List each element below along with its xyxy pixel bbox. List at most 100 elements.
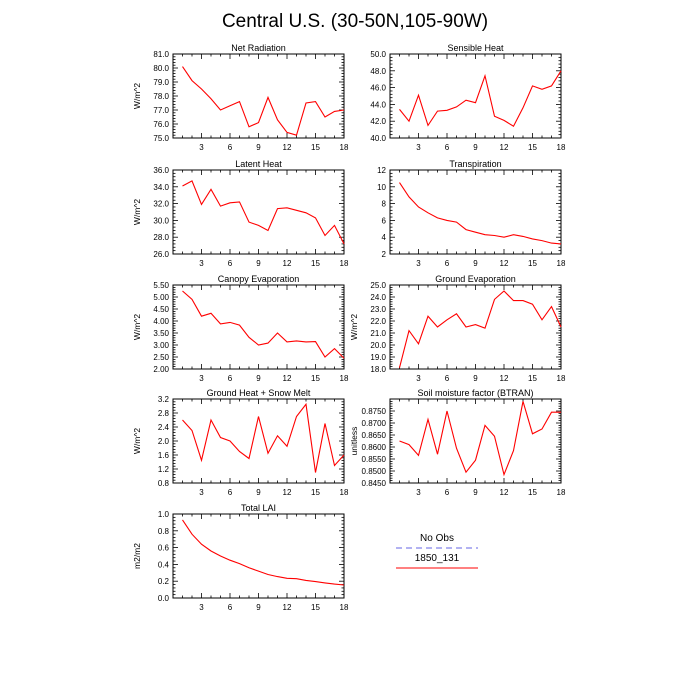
plot-frame [389, 398, 562, 484]
panel-7: Soil moisture factor (BTRAN) 3 6 9 12 15 18 0.8… [349, 388, 566, 497]
y-tick-label: 26.0 [153, 250, 169, 259]
x-tick-label: 12 [283, 603, 292, 612]
x-tick-label: 6 [228, 143, 233, 152]
panel-1: Sensible Heat 3 6 9 12 15 18 40.0 42.0 44.0 46.0 48… [370, 43, 566, 152]
y-tick-label: 3.00 [153, 341, 169, 350]
x-tick-label: 18 [340, 603, 349, 612]
y-tick-label: 10 [377, 183, 386, 192]
series-line-1850_131 [399, 401, 561, 477]
plot-frame [389, 169, 562, 255]
y-tick-label: 25.0 [370, 281, 386, 290]
y-tick-label: 24.0 [370, 293, 386, 302]
x-tick-label: 9 [473, 488, 478, 497]
y-tick-label: 0.8650 [362, 431, 387, 440]
y-axis-label: W/m^2 [132, 83, 142, 109]
y-axis-label: W/m^2 [349, 314, 359, 340]
y-tick-label: 81.0 [153, 50, 169, 59]
series-line-1850_131 [399, 182, 562, 245]
y-axis-label: unitless [349, 427, 359, 456]
x-tick-label: 12 [283, 259, 292, 268]
plot-frame [389, 53, 562, 139]
y-tick-label: 76.0 [153, 120, 169, 129]
x-tick-label: 12 [500, 374, 509, 383]
y-tick-label: 32.0 [153, 200, 169, 209]
panel-title: Canopy Evaporation [218, 274, 300, 284]
y-axis-label: m2/m2 [132, 543, 142, 569]
x-tick-label: 9 [473, 259, 478, 268]
y-tick-label: 4 [382, 233, 387, 242]
y-axis-label: W/m^2 [132, 199, 142, 225]
y-tick-label: 8 [382, 200, 387, 209]
y-tick-label: 0.8 [158, 527, 170, 536]
x-tick-label: 15 [311, 374, 320, 383]
plot-frame [172, 398, 345, 484]
legend: No Obs 1850_131 [396, 533, 478, 569]
y-axis-label: W/m^2 [132, 428, 142, 454]
y-tick-label: 42.0 [370, 117, 386, 126]
x-tick-label: 6 [445, 143, 450, 152]
y-tick-label: 0.8550 [362, 455, 387, 464]
panel-title: Transpiration [449, 159, 501, 169]
y-tick-label: 46.0 [370, 84, 386, 93]
y-tick-label: 1.2 [158, 465, 170, 474]
panel-title: Sensible Heat [447, 43, 504, 53]
plot-frame [172, 513, 345, 599]
y-tick-label: 75.0 [153, 134, 169, 143]
x-tick-label: 18 [557, 259, 566, 268]
x-tick-label: 6 [445, 259, 450, 268]
series-line-1850_131 [399, 70, 562, 127]
y-tick-label: 28.0 [153, 233, 169, 242]
x-tick-label: 6 [228, 259, 233, 268]
x-tick-label: 15 [528, 143, 537, 152]
panel-title: Soil moisture factor (BTRAN) [417, 388, 533, 398]
y-tick-label: 34.0 [153, 183, 169, 192]
y-tick-label: 0.8500 [362, 467, 387, 476]
x-tick-label: 15 [528, 259, 537, 268]
panel-3: Transpiration 3 6 9 12 15 18 2 4 6 8 10 12 [377, 159, 566, 268]
x-tick-label: 18 [340, 374, 349, 383]
y-tick-label: 0.0 [158, 594, 170, 603]
y-tick-label: 3.2 [158, 395, 170, 404]
x-tick-label: 12 [500, 259, 509, 268]
x-tick-label: 15 [311, 143, 320, 152]
panel-2: Latent Heat 3 6 9 12 15 18 26.0 28.0 30.0 32.0 34.0… [132, 159, 349, 268]
panel-6: Ground Heat + Snow Melt 3 6 9 12 15 18 0.8 1.2 1.… [132, 388, 349, 497]
y-tick-label: 0.2 [158, 577, 170, 586]
y-tick-label: 30.0 [153, 216, 169, 225]
x-tick-label: 12 [283, 374, 292, 383]
x-tick-label: 6 [228, 488, 233, 497]
x-tick-label: 15 [311, 259, 320, 268]
panel-5: Ground Evaporation 3 6 9 12 15 18 18.0 19.0 20.0 2… [349, 274, 566, 383]
x-tick-label: 9 [256, 259, 261, 268]
panel-0: Net Radiation 3 6 9 12 15 18 75.0 76.0 77.0 78.0 79… [132, 43, 349, 152]
y-tick-label: 0.8700 [362, 419, 387, 428]
figure-title: Central U.S. (30-50N,105-90W) [222, 11, 488, 32]
y-tick-label: 36.0 [153, 166, 169, 175]
x-tick-label: 18 [557, 488, 566, 497]
y-tick-label: 2.4 [158, 423, 170, 432]
legend-obs-label: No Obs [420, 533, 454, 544]
x-tick-label: 9 [256, 374, 261, 383]
y-tick-label: 1.6 [158, 451, 170, 460]
panel-4: Canopy Evaporation 3 6 9 12 15 18 2.00 2.50 3.00 3… [132, 274, 349, 383]
x-tick-label: 3 [416, 259, 421, 268]
x-tick-label: 3 [416, 143, 421, 152]
x-tick-label: 9 [256, 488, 261, 497]
y-tick-label: 4.50 [153, 305, 169, 314]
y-tick-label: 18.0 [370, 365, 386, 374]
x-tick-label: 9 [256, 603, 261, 612]
panel-title: Net Radiation [231, 43, 286, 53]
x-tick-label: 6 [228, 374, 233, 383]
y-tick-label: 22.0 [370, 317, 386, 326]
y-tick-label: 0.4 [158, 560, 170, 569]
y-tick-label: 0.8 [158, 479, 170, 488]
y-tick-label: 0.8750 [362, 407, 387, 416]
x-tick-label: 15 [528, 374, 537, 383]
series-line-1850_131 [182, 402, 345, 473]
plot-frame [172, 284, 345, 370]
series-line-1850_131 [182, 66, 345, 136]
plot-frame [389, 284, 562, 370]
y-tick-label: 0.8600 [362, 443, 387, 452]
y-tick-label: 0.8450 [362, 479, 387, 488]
